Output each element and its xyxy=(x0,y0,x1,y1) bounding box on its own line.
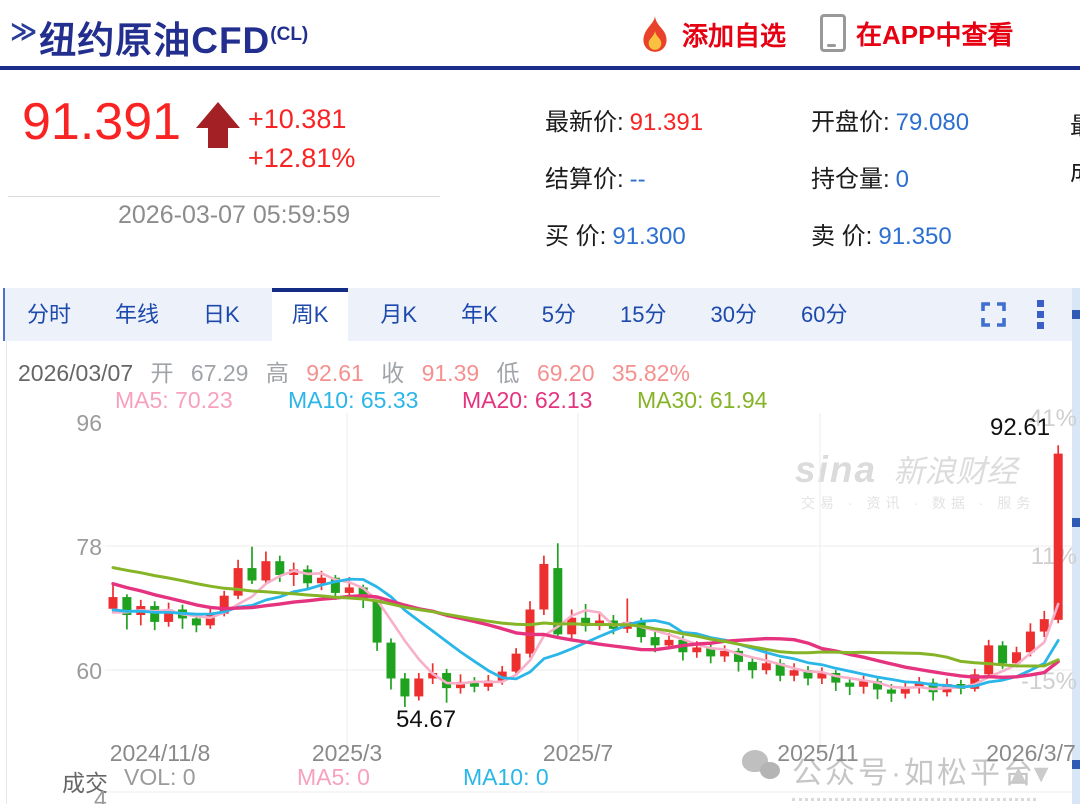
quote-field-value: -- xyxy=(629,166,646,193)
clipped-field-label-1: 最 xyxy=(1070,106,1080,141)
symbol-code: (CL) xyxy=(270,24,309,45)
pct-tick-bottom: -15% xyxy=(1020,668,1077,695)
high-annotation: 92.61 xyxy=(990,414,1051,441)
low-label: 低 xyxy=(496,360,520,386)
kline-date: 2026/03/07 xyxy=(18,360,134,386)
title-marker-icon: ≫ xyxy=(10,16,38,46)
svg-text:96: 96 xyxy=(76,410,102,436)
quote-field: 最新价: 91.391 xyxy=(545,102,811,137)
quote-field: 持仓量: 0 xyxy=(811,159,1077,194)
open-value: 67.29 xyxy=(190,360,249,386)
ma-legend-MA30: MA30: 61.94 xyxy=(637,387,768,413)
header-divider xyxy=(0,66,1080,70)
svg-text:60: 60 xyxy=(76,658,102,684)
tab-年K[interactable]: 年K xyxy=(461,302,498,327)
price-divider xyxy=(8,196,440,197)
add-watchlist-button[interactable]: 添加自选 xyxy=(638,14,786,54)
tab-年线[interactable]: 年线 xyxy=(115,302,160,327)
page-title: 纽约原油CFD xyxy=(39,20,271,61)
add-watchlist-label: 添加自选 xyxy=(682,20,787,51)
updown-triangles-icon: ▲▼ xyxy=(1006,760,1053,788)
tab-5分[interactable]: 5分 xyxy=(541,302,577,327)
x-axis-label: 2026/3/7 xyxy=(986,740,1076,766)
quote-field-value: 79.080 xyxy=(895,109,970,136)
more-options-icon[interactable] xyxy=(1037,298,1044,331)
wechat-watermark-text: 公众号·如松平台 xyxy=(792,748,1036,801)
last-price: 91.391 xyxy=(22,93,182,151)
high-label: 高 xyxy=(265,360,289,386)
kline-widget: 分时 年线 日K 周K 月K 年K 5分 15分 30分 60分 2026/03/07 开 67.… xyxy=(0,288,1080,804)
quote-fields-grid: 最新价: 91.391 开盘价: 79.080 结算价: -- 持仓量: 0 买 价: 91.30… xyxy=(545,102,1077,251)
quote-field-value: 91.300 xyxy=(612,223,686,250)
quote-field: 买 价: 91.300 xyxy=(545,216,811,251)
quote-field-label: 开盘价: xyxy=(811,109,890,136)
quote-timestamp: 2026-03-07 05:59:59 xyxy=(118,201,351,229)
tab-周K[interactable]: 周K xyxy=(271,288,349,341)
x-axis-label: 2024/11/8 xyxy=(109,740,211,766)
sina-logo-text: sina xyxy=(795,449,878,490)
tab-分时[interactable]: 分时 xyxy=(27,302,72,327)
price-change-block: +10.381 +12.81% xyxy=(248,100,355,178)
close-value: 91.39 xyxy=(421,360,480,386)
ohlc-info-row: 2026/03/07 开 67.29 高 92.61 收 91.39 低 69.… xyxy=(18,354,701,388)
price-change-pct: +12.81% xyxy=(248,143,356,173)
flame-icon xyxy=(643,16,667,52)
wechat-icon xyxy=(742,748,784,788)
tab-30分[interactable]: 30分 xyxy=(710,302,757,327)
pct-tick-top: 41% xyxy=(1028,405,1077,432)
kline-chart[interactable]: 96 78 60 xyxy=(8,408,1072,804)
quote-field-label: 最新价: xyxy=(545,109,624,136)
volume-axis-fragment: 4 xyxy=(94,786,107,804)
sina-name-text: 新浪财经 xyxy=(893,454,1018,489)
fullscreen-icon[interactable] xyxy=(980,301,1007,328)
volume-title: 成交 xyxy=(62,770,108,796)
low-annotation: 54.67 xyxy=(396,706,457,733)
clipped-field-label-2: 成 xyxy=(1070,152,1080,187)
quote-field: 开盘价: 79.080 xyxy=(811,102,1077,137)
tab-60分[interactable]: 60分 xyxy=(801,302,848,327)
view-in-app-button[interactable]: 在APP中查看 xyxy=(820,14,1013,52)
quote-field-label: 卖 价: xyxy=(811,223,873,250)
quote-field: 结算价: -- xyxy=(545,159,811,194)
tab-15分[interactable]: 15分 xyxy=(620,302,667,327)
tab-月K[interactable]: 月K xyxy=(380,302,418,327)
svg-text:78: 78 xyxy=(76,534,102,560)
ma-legend-MA5: MA5: 70.23 xyxy=(115,387,233,413)
quote-field-label: 结算价: xyxy=(545,166,624,193)
amplitude-value: 35.82% xyxy=(611,360,690,386)
volume-value: VOL: 0 xyxy=(124,764,196,790)
close-label: 收 xyxy=(381,360,405,386)
quote-field: 卖 价: 91.350 xyxy=(811,216,1077,251)
quote-field-value: 0 xyxy=(895,166,910,193)
ma-legend-MA10: MA10: 65.33 xyxy=(288,387,419,413)
sina-tagline: 交易 · 资讯 · 数据 · 服务 xyxy=(801,495,1036,511)
volume-ma5: MA5: 0 xyxy=(297,764,370,790)
view-in-app-label: 在APP中查看 xyxy=(856,19,1014,50)
open-label: 开 xyxy=(150,360,174,386)
sina-watermark: sina 新浪财经 交易 · 资讯 · 数据 · 服务 xyxy=(795,446,1035,513)
low-value: 69.20 xyxy=(536,360,595,386)
price-change: +10.381 xyxy=(248,104,347,134)
x-axis-label: 2025/11 xyxy=(777,740,859,766)
header: ≫ 纽约原油CFD (CL) xyxy=(10,10,308,64)
chart-left-border xyxy=(6,341,7,804)
high-value: 92.61 xyxy=(306,360,364,386)
quote-field-value: 91.391 xyxy=(629,109,704,136)
phone-icon xyxy=(820,14,846,52)
quote-field-value: 91.350 xyxy=(878,223,952,250)
up-arrow-icon xyxy=(196,102,240,150)
x-axis-label: 2025/7 xyxy=(542,740,614,766)
widget-left-edge xyxy=(3,288,6,341)
ma-legend-MA20: MA20: 62.13 xyxy=(462,387,593,413)
x-axis-label: 2025/3 xyxy=(311,740,383,766)
quote-field-label: 买 价: xyxy=(545,223,607,250)
right-scroll-strip[interactable] xyxy=(1072,288,1080,804)
volume-ma10: MA10: 0 xyxy=(463,764,549,790)
wechat-watermark: 公众号·如松平台 xyxy=(742,748,1036,801)
quote-field-label: 持仓量: xyxy=(811,166,890,193)
period-tabbar: 分时 年线 日K 周K 月K 年K 5分 15分 30分 60分 xyxy=(5,288,1072,341)
tab-日K[interactable]: 日K xyxy=(203,302,240,327)
ma-legend-row: MA5: 70.23 MA10: 65.33 MA20: 62.13 MA30: 61… xyxy=(0,387,1080,413)
